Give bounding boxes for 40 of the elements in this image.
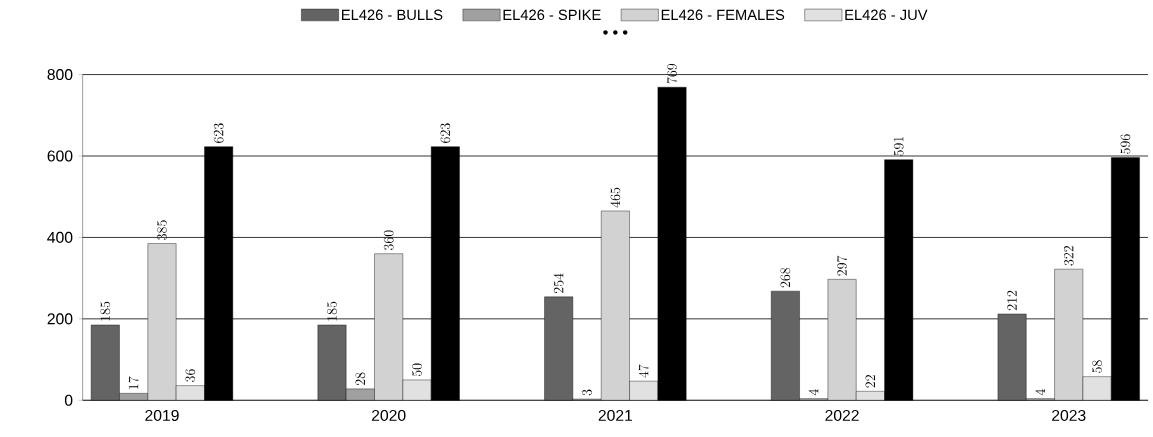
data-label: 385 bbox=[157, 220, 167, 241]
data-label: 360 bbox=[383, 230, 394, 251]
data-label: 28 bbox=[355, 372, 366, 386]
data-label: 623 bbox=[213, 123, 224, 144]
data-label: 769 bbox=[667, 64, 677, 84]
x-tick-label: 2020 bbox=[372, 410, 406, 422]
data-label: 322 bbox=[1063, 246, 1074, 266]
y-tick-label: 400 bbox=[47, 232, 73, 244]
data-label: 50 bbox=[412, 363, 422, 377]
data-label: 185 bbox=[327, 301, 337, 321]
y-tick-label: 0 bbox=[64, 394, 73, 407]
data-label: 17 bbox=[128, 376, 139, 390]
data-label: 254 bbox=[553, 273, 564, 294]
y-tick-label: 200 bbox=[47, 313, 73, 325]
legend-label: EL426 - JUV bbox=[845, 9, 928, 21]
data-label: 268 bbox=[780, 268, 791, 288]
data-label: 623 bbox=[440, 123, 451, 144]
data-label: 185 bbox=[100, 301, 111, 321]
y-tick-label: 600 bbox=[47, 150, 73, 162]
data-label: 591 bbox=[893, 137, 904, 157]
data-label: 4 bbox=[808, 389, 819, 396]
text: • • • bbox=[603, 30, 628, 35]
x-tick-label: 2019 bbox=[145, 410, 179, 422]
legend-label: EL426 - FEMALES bbox=[661, 9, 785, 21]
data-label: 22 bbox=[865, 375, 875, 388]
y-tick-label: 800 bbox=[47, 69, 73, 81]
x-tick-label: 2023 bbox=[1052, 410, 1086, 422]
legend-label: EL426 - BULLS bbox=[342, 9, 443, 21]
data-label: 47 bbox=[638, 364, 649, 378]
legend-label: EL426 - SPIKE bbox=[503, 9, 601, 21]
data-label: 212 bbox=[1007, 291, 1017, 311]
data-label: 36 bbox=[185, 369, 196, 383]
data-label: 297 bbox=[837, 255, 847, 276]
data-label: 3 bbox=[582, 389, 592, 396]
data-label: 596 bbox=[1120, 134, 1131, 154]
data-label: 4 bbox=[1035, 389, 1045, 396]
x-tick-label: 2022 bbox=[825, 410, 859, 422]
data-label: 58 bbox=[1092, 360, 1102, 374]
x-tick-label: 2021 bbox=[598, 410, 633, 422]
data-label: 465 bbox=[610, 187, 621, 208]
